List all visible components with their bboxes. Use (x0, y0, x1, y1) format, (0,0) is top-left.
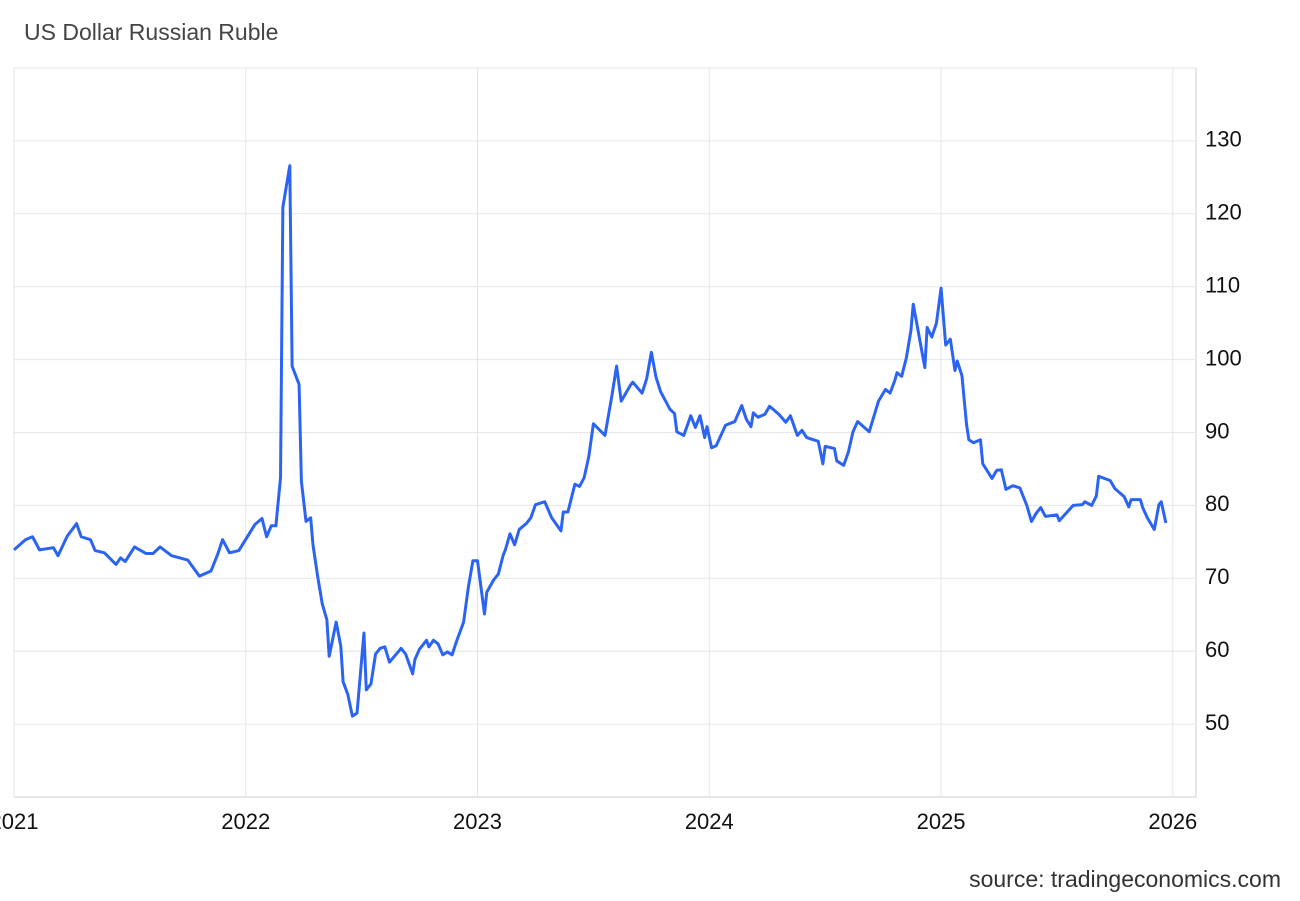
x-tick-label: 2023 (453, 809, 502, 834)
y-tick-label: 90 (1205, 418, 1229, 443)
grid (13, 68, 1196, 797)
y-tick-label: 50 (1205, 710, 1229, 735)
y-tick-label: 120 (1205, 200, 1242, 225)
source-note: source: tradingeconomics.com (969, 866, 1281, 892)
y-tick-label: 110 (1205, 273, 1240, 298)
plot-area (13, 164, 1168, 718)
y-tick-label: 80 (1205, 491, 1229, 516)
x-tick-label: 2025 (917, 809, 966, 834)
y-tick-label: 70 (1205, 564, 1229, 589)
y-tick-label: 100 (1205, 345, 1242, 370)
x-tick-label: 2024 (685, 809, 734, 834)
x-tick-label: 2026 (1148, 809, 1197, 834)
y-tick-label: 60 (1205, 637, 1229, 662)
price-line (13, 164, 1168, 718)
x-tick-label: 2021 (0, 809, 38, 834)
y-tick-label: 130 (1205, 127, 1242, 152)
x-tick-label: 2022 (221, 809, 270, 834)
chart-title: US Dollar Russian Ruble (24, 19, 278, 45)
